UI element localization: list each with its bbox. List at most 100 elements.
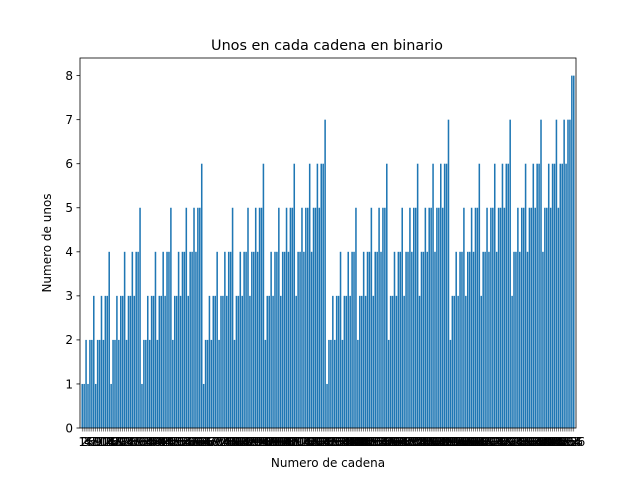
bar xyxy=(310,251,313,428)
bar xyxy=(199,207,201,428)
bar xyxy=(546,207,548,428)
x-tick-label: 162 xyxy=(381,435,404,449)
bar xyxy=(330,339,332,428)
bar xyxy=(440,163,442,428)
x-tick-label: 151 xyxy=(360,435,383,449)
y-tick-label: 7 xyxy=(65,113,73,127)
x-tick-label: 72 xyxy=(211,435,226,449)
x-tick-label: 87 xyxy=(240,435,255,449)
bar xyxy=(520,207,523,428)
x-tick-label: 78 xyxy=(223,435,238,449)
x-tick-label: 121 xyxy=(302,435,325,449)
x-tick-label: 99 xyxy=(263,435,278,449)
bar xyxy=(411,251,413,428)
bar xyxy=(243,251,245,428)
bar xyxy=(468,251,471,428)
x-tick-label: 19 xyxy=(109,435,124,449)
x-tick-label: 236 xyxy=(524,435,547,449)
x-tick-label: 125 xyxy=(310,435,333,449)
bar xyxy=(335,295,338,428)
x-tick-label: 135 xyxy=(329,435,352,449)
bar xyxy=(308,163,311,428)
bar xyxy=(289,207,292,428)
bar xyxy=(441,207,444,428)
x-tick-label: 128 xyxy=(316,435,339,449)
bar xyxy=(81,383,83,428)
x-tick-label: 47 xyxy=(163,435,178,449)
x-tick-label: 113 xyxy=(287,435,310,449)
bar xyxy=(191,251,193,428)
x-tick-label: 63 xyxy=(194,435,209,449)
bar xyxy=(241,295,243,428)
x-tick-label: 20 xyxy=(111,435,126,449)
bar xyxy=(362,251,365,428)
x-tick-label: 132 xyxy=(323,435,346,449)
x-tick-label: 248 xyxy=(547,435,570,449)
x-tick-label: 235 xyxy=(522,435,545,449)
bar xyxy=(567,119,569,429)
bar xyxy=(374,251,376,428)
bar xyxy=(465,295,467,428)
x-tick-label: 80 xyxy=(227,435,242,449)
x-tick-label: 245 xyxy=(541,435,564,449)
x-tick-label: 134 xyxy=(327,435,350,449)
x-tick-label: 156 xyxy=(370,435,393,449)
bar xyxy=(150,295,153,428)
x-tick-label: 191 xyxy=(437,435,460,449)
bar xyxy=(226,295,228,428)
x-tick-label: 186 xyxy=(427,435,450,449)
x-tick-label: 239 xyxy=(530,435,553,449)
bar xyxy=(299,251,301,428)
x-tick-label: 14 xyxy=(100,435,115,449)
x-tick-label: 228 xyxy=(508,435,531,449)
x-tick-label: 188 xyxy=(431,435,454,449)
x-tick-label: 64 xyxy=(196,435,211,449)
bar xyxy=(264,339,267,428)
x-tick-label: 208 xyxy=(470,435,493,449)
bar xyxy=(281,251,284,428)
bar xyxy=(542,251,544,428)
bar xyxy=(459,251,461,428)
bar xyxy=(470,207,473,428)
bar xyxy=(359,295,361,428)
bar xyxy=(324,119,326,429)
bar xyxy=(434,251,436,428)
x-tick-label: 4 xyxy=(84,435,92,449)
bar xyxy=(164,295,166,428)
x-tick-label: 118 xyxy=(296,435,319,449)
bar xyxy=(251,251,253,428)
bar xyxy=(432,163,434,428)
x-tick-label: 133 xyxy=(325,435,348,449)
x-tick-label: 23 xyxy=(117,435,132,449)
x-tick-label: 86 xyxy=(238,435,253,449)
x-tick-label: 197 xyxy=(449,435,472,449)
x-tick-label: 233 xyxy=(518,435,541,449)
x-tick-label: 33 xyxy=(136,435,151,449)
x-tick-label: 194 xyxy=(443,435,466,449)
bar xyxy=(376,251,378,428)
bar xyxy=(355,207,357,428)
bar xyxy=(372,295,375,428)
x-tick-label: 219 xyxy=(491,435,514,449)
bar xyxy=(170,207,172,428)
x-tick-label: 177 xyxy=(410,435,433,449)
x-tick-label: 221 xyxy=(495,435,518,449)
x-tick-label: 238 xyxy=(528,435,551,449)
x-tick-label: 180 xyxy=(416,435,439,449)
x-tick-label: 112 xyxy=(285,435,308,449)
x-tick-label: 224 xyxy=(501,435,524,449)
x-tick-label: 171 xyxy=(398,435,421,449)
x-tick-label: 25 xyxy=(121,435,136,449)
y-tick-label: 6 xyxy=(65,157,73,171)
x-tick-label: 196 xyxy=(447,435,470,449)
bar xyxy=(559,163,562,428)
x-tick-label: 175 xyxy=(406,435,429,449)
bar xyxy=(466,251,469,428)
x-tick-label: 123 xyxy=(306,435,329,449)
bar xyxy=(424,207,427,428)
x-tick-label: 200 xyxy=(454,435,477,449)
bar xyxy=(94,383,97,428)
bar xyxy=(185,207,188,428)
x-tick-label: 174 xyxy=(404,435,427,449)
x-tick-label: 46 xyxy=(161,435,176,449)
